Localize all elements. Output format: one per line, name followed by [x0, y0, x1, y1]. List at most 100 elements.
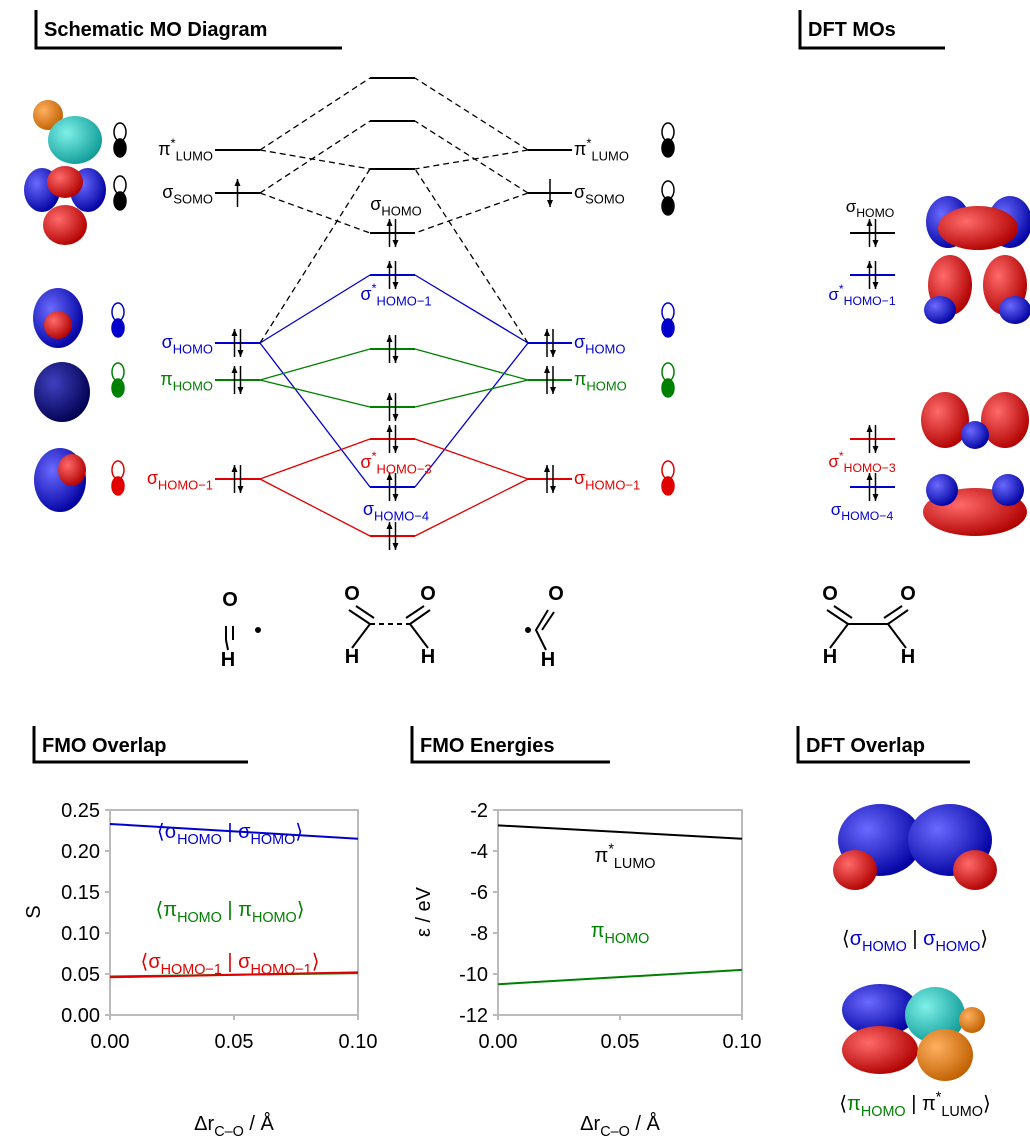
orbital-lobe	[959, 1007, 985, 1033]
series-label: ⟨σHOMO | σHOMO⟩	[157, 821, 303, 848]
label-text: ⟩	[295, 821, 303, 843]
arrow-head	[873, 282, 879, 289]
arrow-head	[238, 387, 244, 394]
orbital-lobe	[938, 206, 1018, 250]
orbital-lobe	[842, 1026, 918, 1074]
overlap-label: ⟨σHOMO | σHOMO⟩	[842, 928, 988, 955]
subscript: HOMO	[605, 931, 650, 947]
label-text: π	[595, 845, 609, 867]
atom-label: H	[541, 649, 555, 671]
label-text: |	[222, 821, 238, 843]
label-text: σ	[574, 332, 585, 352]
lobe-sketch	[662, 319, 674, 337]
lobe-sketch	[114, 192, 126, 210]
level-label: πHOMO	[574, 369, 627, 393]
atom-label: O	[548, 583, 564, 605]
label-text: ⟩	[980, 928, 988, 950]
label-text: Δr	[580, 1113, 600, 1135]
bond	[536, 610, 554, 650]
y-tick-label: -10	[459, 964, 488, 986]
level-label: σSOMO	[574, 182, 625, 206]
section-title: Schematic MO Diagram	[44, 19, 267, 41]
level-label: σHOMO	[162, 332, 213, 356]
correlation-line	[260, 121, 370, 193]
arrow-head	[873, 240, 879, 247]
correlation-line	[260, 275, 370, 343]
label-text: σ	[846, 197, 857, 216]
arrow-head	[873, 494, 879, 501]
atom-label: H	[221, 649, 235, 671]
subscript: HOMO	[251, 832, 296, 848]
y-axis-label: S	[23, 905, 45, 918]
label-text: |	[907, 928, 923, 950]
atom-label: O	[900, 583, 916, 605]
level-label: π*LUMO	[158, 135, 213, 163]
correlation-line	[260, 439, 370, 479]
arrow-head	[393, 446, 399, 453]
figure: Schematic MO Diagram DFT MOs FMO Overlap…	[0, 0, 1030, 1140]
label-text: ⟨	[141, 951, 149, 973]
subscript: HOMO−3	[377, 461, 432, 476]
x-tick-label: 0.00	[479, 1031, 518, 1053]
level-label: σHOMO	[846, 197, 895, 220]
atom-label: H	[823, 646, 837, 668]
arrow-head	[547, 200, 553, 207]
orbital-lobe	[953, 850, 997, 890]
bond	[827, 606, 908, 648]
level-label: σ*HOMO−1	[828, 282, 895, 308]
label-text: π	[574, 369, 586, 389]
arrow-head	[873, 446, 879, 453]
label-text: σ	[360, 452, 371, 472]
label-text: σ	[360, 284, 371, 304]
orbital-lobe	[917, 1029, 973, 1081]
atom-label: H	[421, 646, 435, 668]
subscript: LUMO	[941, 1104, 983, 1120]
label-text: ⟨	[839, 1093, 847, 1115]
atom-label: O	[420, 583, 436, 605]
label-text: σ	[147, 468, 158, 488]
level-label: σHOMO−4	[831, 500, 894, 523]
lobe-sketch	[662, 197, 674, 215]
orbital-lobe	[833, 850, 877, 890]
orbital-lobe	[999, 296, 1030, 324]
subscript: LUMO	[176, 148, 213, 163]
correlation-line	[415, 275, 528, 343]
arrow-head	[387, 393, 393, 400]
y-tick-label: -12	[459, 1005, 488, 1027]
arrow-head	[550, 486, 556, 493]
arrow-head	[387, 335, 393, 342]
lobe-sketch	[112, 477, 124, 495]
subscript: SOMO	[585, 191, 625, 206]
series-line	[498, 825, 742, 838]
y-axis-label: ε / eV	[413, 886, 435, 937]
series-label: ⟨πHOMO | πHOMO⟩	[155, 899, 304, 926]
orbital-pictures	[24, 100, 1030, 1081]
lobe-sketch	[662, 379, 674, 397]
orbital-lobe	[48, 116, 102, 164]
subscript: HOMO−4	[841, 509, 893, 523]
x-tick-label: 0.05	[215, 1031, 254, 1053]
overlap-label: ⟨πHOMO | π*LUMO⟩	[839, 1090, 991, 1120]
orbital-lobe	[992, 474, 1024, 506]
subscript: HOMO	[177, 910, 222, 926]
lobe-sketch	[662, 477, 674, 495]
orbital-lobe	[961, 421, 989, 449]
arrow-head	[393, 356, 399, 363]
lobe-sketch	[112, 319, 124, 337]
section-title: DFT Overlap	[806, 735, 925, 757]
label-text: ⟨	[157, 821, 165, 843]
label-text: ⟩	[312, 951, 320, 973]
correlation-line	[260, 380, 370, 407]
y-tick-label: 0.00	[61, 1005, 100, 1027]
correlation-line	[415, 439, 528, 479]
page: Schematic MO Diagram DFT MOs FMO Overlap…	[0, 0, 1030, 1140]
arrow-head	[232, 366, 238, 373]
y-tick-label: 0.15	[61, 882, 100, 904]
atom-label: O	[222, 589, 238, 611]
label-text: ⟩	[983, 1093, 991, 1115]
label-text: σ	[238, 951, 251, 973]
correlation-line	[415, 150, 528, 169]
label-text: σ	[574, 182, 585, 202]
lobe-sketch	[114, 139, 126, 157]
subscript: C–O	[600, 1124, 630, 1140]
